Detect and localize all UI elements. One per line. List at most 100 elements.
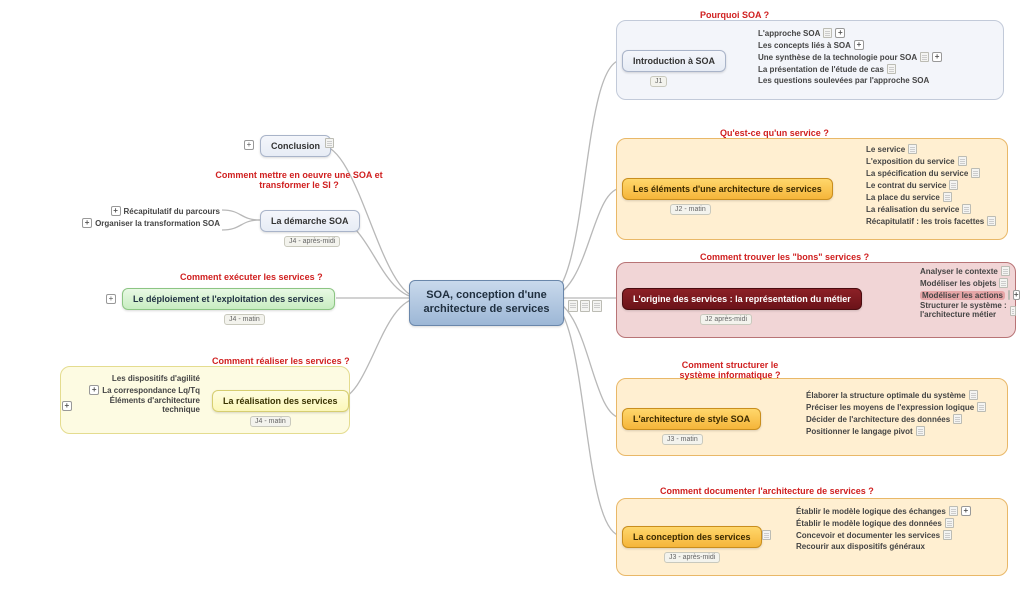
leaf-item[interactable]: La spécification du service [866, 168, 996, 178]
note-icon [943, 192, 952, 202]
leaf-item[interactable]: L'exposition du service [866, 156, 996, 166]
note-icon [949, 506, 958, 516]
expand-icon[interactable]: + [111, 206, 121, 216]
leaves-origine: Analyser le contexte Modéliser les objets… [920, 266, 1016, 320]
tag-elements: J2 - matin [670, 204, 711, 215]
node-origine[interactable]: L'origine des services : la représentati… [622, 288, 862, 310]
caption-archi: Comment structurer le système informatiq… [665, 360, 795, 381]
node-realisation[interactable]: La réalisation des services [212, 390, 349, 412]
leaves-elements: Le service L'exposition du service La spéc… [866, 144, 996, 226]
leaves-demarche: +Récapitulatif du parcours +Organiser la … [50, 206, 220, 228]
note-icon [762, 530, 771, 540]
caption-conception: Comment documenter l'architecture de ser… [660, 486, 874, 496]
center-icons [568, 300, 602, 312]
note-icon [969, 390, 978, 400]
tag-demarche: J4 - après-midi [284, 236, 340, 247]
expand-icon[interactable]: + [62, 401, 72, 411]
leaf-item[interactable]: Modéliser les actions+ [920, 290, 1016, 300]
leaves-intro: L'approche SOA+ Les concepts liés à SOA+ U… [758, 28, 942, 85]
tag-archi: J3 - matin [662, 434, 703, 445]
leaf-item[interactable]: +Organiser la transformation SOA [50, 218, 220, 228]
node-conception[interactable]: La conception des services [622, 526, 762, 548]
node-conclusion[interactable]: Conclusion [260, 135, 331, 157]
leaf-item[interactable]: +Récapitulatif du parcours [50, 206, 220, 216]
tag-deploiement: J4 - matin [224, 314, 265, 325]
note-icon [1008, 290, 1010, 300]
expand-icon[interactable]: + [854, 40, 864, 50]
leaf-item[interactable]: +La correspondance Lq/Tq [62, 385, 200, 395]
note-icon [592, 300, 602, 312]
leaf-item[interactable]: Établir le modèle logique des données [796, 518, 971, 528]
note-icon [945, 518, 954, 528]
note-icon [916, 426, 925, 436]
caption-origine: Comment trouver les "bons" services ? [700, 252, 869, 262]
leaf-item[interactable]: Élaborer la structure optimale du systèm… [806, 390, 986, 400]
note-icon [962, 204, 971, 214]
caption-intro: Pourquoi SOA ? [700, 10, 769, 20]
caption-elements: Qu'est-ce qu'un service ? [720, 128, 829, 138]
leaf-item[interactable]: Recourir aux dispositifs généraux [796, 542, 971, 551]
leaf-item[interactable]: Le contrat du service [866, 180, 996, 190]
expand-icon[interactable]: + [961, 506, 971, 516]
leaf-item[interactable]: Les concepts liés à SOA+ [758, 40, 942, 50]
note-icon [949, 180, 958, 190]
leaf-item[interactable]: L'approche SOA+ [758, 28, 942, 38]
node-demarche[interactable]: La démarche SOA [260, 210, 360, 232]
leaf-item[interactable]: La présentation de l'étude de cas [758, 64, 942, 74]
leaf-item[interactable]: Préciser les moyens de l'expression logi… [806, 402, 986, 412]
leaf-item[interactable]: Concevoir et documenter les services [796, 530, 971, 540]
leaf-item[interactable]: Une synthèse de la technologie pour SOA+ [758, 52, 942, 62]
note-icon [908, 144, 917, 154]
leaf-item[interactable]: Décider de l'architecture des données [806, 414, 986, 424]
note-icon [887, 64, 896, 74]
node-intro[interactable]: Introduction à SOA [622, 50, 726, 72]
tag-realisation: J4 - matin [250, 416, 291, 427]
tag-intro: J1 [650, 76, 667, 87]
note-icon [943, 530, 952, 540]
expand-icon[interactable]: + [89, 385, 99, 395]
leaf-item[interactable]: Positionner le langage pivot [806, 426, 986, 436]
leaf-item[interactable]: La réalisation du service [866, 204, 996, 214]
leaf-item[interactable]: Structurer le système : l'architecture m… [920, 302, 1016, 320]
note-icon [953, 414, 962, 424]
leaf-item[interactable]: Les dispositifs d'agilité [62, 374, 200, 383]
caption-deploiement: Comment exécuter les services ? [180, 272, 323, 282]
note-icon [325, 138, 334, 148]
caption-realisation: Comment réaliser les services ? [212, 356, 350, 366]
leaf-item[interactable]: Analyser le contexte [920, 266, 1016, 276]
note-icon [580, 300, 590, 312]
tag-origine: J2 après-midi [700, 314, 752, 325]
center-topic[interactable]: SOA, conception d'une architecture de se… [409, 280, 564, 326]
leaf-item[interactable]: La place du service [866, 192, 996, 202]
note-icon [920, 52, 929, 62]
expand-icon[interactable]: + [835, 28, 845, 38]
note-icon [958, 156, 967, 166]
leaves-realisation: Les dispositifs d'agilité +La corresponda… [62, 374, 200, 415]
leaf-item[interactable]: Récapitulatif : les trois facettes [866, 216, 996, 226]
leaf-item[interactable]: Le service [866, 144, 996, 154]
node-deploiement[interactable]: Le déploiement et l'exploitation des ser… [122, 288, 335, 310]
caption-demarche: Comment mettre en oeuvre une SOA et tran… [204, 170, 394, 191]
note-icon [1001, 266, 1010, 276]
expand-icon[interactable]: + [932, 52, 942, 62]
leaves-conception: Établir le modèle logique des échanges+ É… [796, 506, 971, 551]
expand-icon[interactable]: + [1013, 290, 1020, 300]
note-icon [987, 216, 996, 226]
leaves-archi: Élaborer la structure optimale du systèm… [806, 390, 986, 436]
note-icon [977, 402, 986, 412]
note-icon [971, 168, 980, 178]
node-elements[interactable]: Les éléments d'une architecture de servi… [622, 178, 833, 200]
leaf-item[interactable]: Modéliser les objets [920, 278, 1016, 288]
note-icon [999, 278, 1008, 288]
leaf-item[interactable]: Établir le modèle logique des échanges+ [796, 506, 971, 516]
tag-conception: J3 - après-midi [664, 552, 720, 563]
expand-icon[interactable]: + [244, 140, 254, 150]
note-icon [568, 300, 578, 312]
leaf-item[interactable]: Les questions soulevées par l'approche S… [758, 76, 942, 85]
note-icon [1010, 306, 1016, 316]
leaf-item[interactable]: +Éléments d'architecture technique [62, 397, 200, 415]
expand-icon[interactable]: + [106, 294, 116, 304]
note-icon [823, 28, 832, 38]
expand-icon[interactable]: + [82, 218, 92, 228]
node-archi[interactable]: L'architecture de style SOA [622, 408, 761, 430]
